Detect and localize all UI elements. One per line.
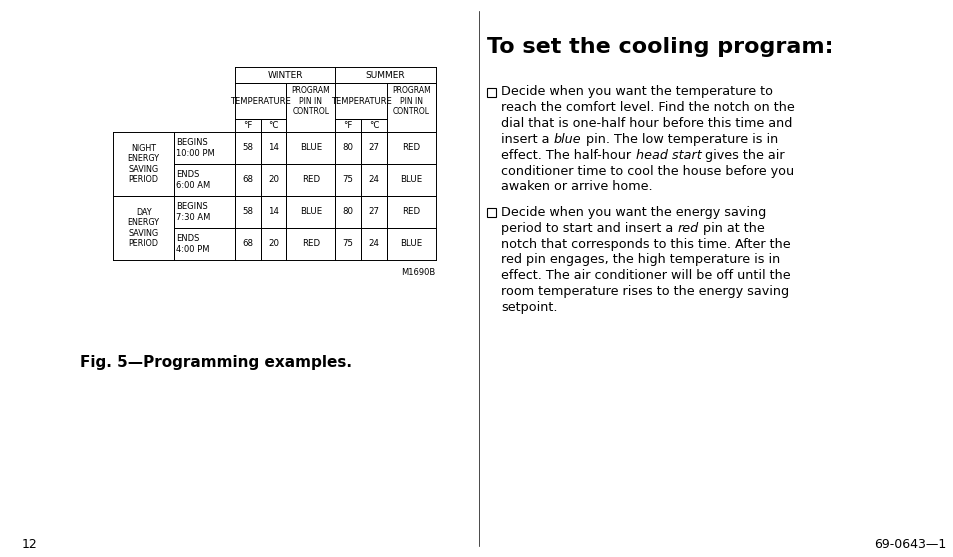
Text: blue: blue xyxy=(554,133,581,146)
Text: 68: 68 xyxy=(242,175,253,184)
Text: 24: 24 xyxy=(368,175,379,184)
Text: 80: 80 xyxy=(342,144,354,153)
Text: period to start and insert a: period to start and insert a xyxy=(501,222,677,235)
Text: TEMPERATURE: TEMPERATURE xyxy=(230,96,291,105)
Text: Decide when you want the temperature to: Decide when you want the temperature to xyxy=(501,86,773,99)
Text: gives the air: gives the air xyxy=(700,149,784,162)
Text: head start: head start xyxy=(635,149,700,162)
Text: Fig. 5—Programming examples.: Fig. 5—Programming examples. xyxy=(80,354,352,369)
Text: BLUE: BLUE xyxy=(299,208,322,217)
Text: 14: 14 xyxy=(268,144,278,153)
Text: conditioner time to cool the house before you: conditioner time to cool the house befor… xyxy=(501,164,794,178)
Text: 24: 24 xyxy=(368,240,379,248)
Text: M1690B: M1690B xyxy=(401,268,436,277)
Text: PROGRAM
PIN IN
CONTROL: PROGRAM PIN IN CONTROL xyxy=(292,86,330,116)
Text: insert a: insert a xyxy=(501,133,554,146)
Text: setpoint.: setpoint. xyxy=(501,301,558,314)
Text: BLUE: BLUE xyxy=(399,175,422,184)
Text: dial that is one-half hour before this time and: dial that is one-half hour before this t… xyxy=(501,117,792,130)
Text: RED: RED xyxy=(301,175,319,184)
Text: room temperature rises to the energy saving: room temperature rises to the energy sav… xyxy=(501,285,789,298)
Text: BEGINS
7:30 AM: BEGINS 7:30 AM xyxy=(176,202,211,222)
Text: red pin engages, the high temperature is in: red pin engages, the high temperature is… xyxy=(501,253,780,266)
Text: pin. The low temperature is in: pin. The low temperature is in xyxy=(581,133,777,146)
Text: 58: 58 xyxy=(242,144,253,153)
Text: 68: 68 xyxy=(242,240,253,248)
Text: ENDS
6:00 AM: ENDS 6:00 AM xyxy=(176,170,210,190)
Text: effect. The half-hour: effect. The half-hour xyxy=(501,149,635,162)
Text: BLUE: BLUE xyxy=(299,144,322,153)
Text: PROGRAM
PIN IN
CONTROL: PROGRAM PIN IN CONTROL xyxy=(392,86,430,116)
Text: °F: °F xyxy=(243,121,253,130)
Text: 75: 75 xyxy=(342,175,354,184)
Text: Decide when you want the energy saving: Decide when you want the energy saving xyxy=(501,206,766,219)
Text: ENDS
4:00 PM: ENDS 4:00 PM xyxy=(176,234,210,253)
Text: RED: RED xyxy=(402,208,420,217)
Text: To set the cooling program:: To set the cooling program: xyxy=(486,37,833,57)
Text: RED: RED xyxy=(301,240,319,248)
Text: RED: RED xyxy=(402,144,420,153)
Text: 20: 20 xyxy=(268,175,278,184)
Text: 58: 58 xyxy=(242,208,253,217)
Text: °F: °F xyxy=(343,121,353,130)
Text: °C: °C xyxy=(368,121,378,130)
Text: reach the comfort level. Find the notch on the: reach the comfort level. Find the notch … xyxy=(501,101,795,114)
Text: SUMMER: SUMMER xyxy=(365,71,405,80)
Text: °C: °C xyxy=(268,121,278,130)
Text: BEGINS
10:00 PM: BEGINS 10:00 PM xyxy=(176,138,214,158)
Text: awaken or arrive home.: awaken or arrive home. xyxy=(501,180,653,193)
Text: NIGHT
ENERGY
SAVING
PERIOD: NIGHT ENERGY SAVING PERIOD xyxy=(128,144,159,184)
Text: 75: 75 xyxy=(342,240,354,248)
Bar xyxy=(486,87,496,96)
Text: DAY
ENERGY
SAVING
PERIOD: DAY ENERGY SAVING PERIOD xyxy=(128,208,159,248)
Text: 14: 14 xyxy=(268,208,278,217)
Text: 27: 27 xyxy=(368,144,379,153)
Text: WINTER: WINTER xyxy=(267,71,303,80)
Text: TEMPERATURE: TEMPERATURE xyxy=(331,96,391,105)
Text: pin at the: pin at the xyxy=(699,222,764,235)
Text: 12: 12 xyxy=(22,538,37,550)
Text: red: red xyxy=(677,222,699,235)
Text: 20: 20 xyxy=(268,240,278,248)
Text: effect. The air conditioner will be off until the: effect. The air conditioner will be off … xyxy=(501,269,790,282)
Text: BLUE: BLUE xyxy=(399,240,422,248)
Text: 27: 27 xyxy=(368,208,379,217)
Bar xyxy=(486,208,496,217)
Text: 80: 80 xyxy=(342,208,354,217)
Text: 69-0643—1: 69-0643—1 xyxy=(874,538,945,550)
Text: notch that corresponds to this time. After the: notch that corresponds to this time. Aft… xyxy=(501,238,790,251)
